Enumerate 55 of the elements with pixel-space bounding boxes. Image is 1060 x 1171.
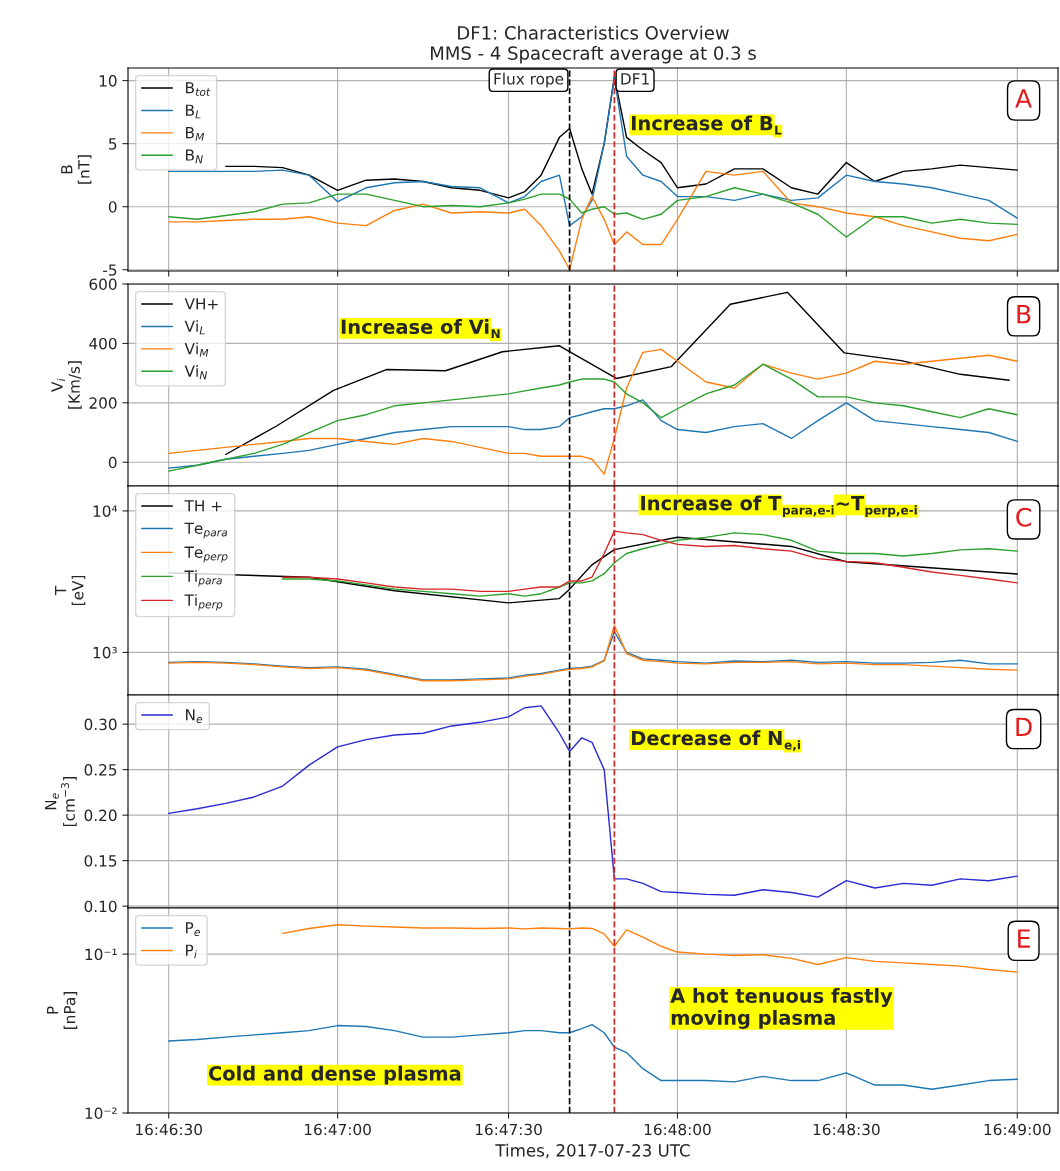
legend-label: Te$_{perp}$ — [184, 546, 228, 563]
legend-label: Ti$_{para}$ — [184, 570, 222, 587]
y-tick-label: 10⁻² — [85, 1107, 117, 1120]
legend-label: Vi$_{L}$ — [184, 320, 205, 335]
y-axis-title: P [nPa] — [46, 992, 78, 1029]
y-tick-label: -5 — [103, 264, 117, 276]
y-tick-label: 0.30 — [84, 718, 117, 731]
y-tick-label: 10⁻¹ — [85, 948, 117, 961]
annotation: A hot tenuous fastly moving plasma — [670, 988, 893, 1029]
x-tick-label: 16:47:30 — [475, 1123, 542, 1136]
y-tick-label: 600 — [89, 278, 117, 291]
legend-label: B$_{M}$ — [186, 127, 205, 141]
legend-label: B$_{tot}$ — [186, 82, 211, 96]
x-tick-label: 16:48:30 — [813, 1123, 880, 1136]
legend-label: Te$_{para}$ — [184, 522, 227, 539]
ref-line-label: DF1 — [621, 73, 649, 85]
y-axis-title: T [eV] — [55, 575, 86, 606]
annotation: B — [1017, 304, 1031, 324]
y-axis-title: B [nT] — [61, 155, 92, 184]
y-tick-label: 200 — [89, 397, 117, 409]
legend-label: VH+ — [184, 298, 218, 310]
y-axis-title: V$_{i}$ [Km/s] — [51, 361, 82, 409]
legend-label: N$_{e}$ — [186, 709, 203, 723]
y-tick-label: 0 — [108, 201, 117, 213]
legend-label: Vi$_{N}$ — [184, 365, 208, 380]
x-tick-label: 16:47:00 — [304, 1123, 371, 1136]
annotation: Cold and dense plasma — [208, 1065, 461, 1085]
y-tick-label: 10 — [99, 75, 117, 87]
y-axis-title: N$_{e}$ [cm$^{−3}$] — [45, 777, 77, 827]
y-tick-label: 10⁴ — [93, 505, 118, 517]
chart-title: DF1: Characteristics Overview MMS - 4 Spacecraft average at 0.3 s — [431, 25, 756, 64]
legend-label: B$_{L}$ — [186, 104, 201, 119]
y-tick-label: 0.15 — [84, 855, 117, 867]
x-tick-label: 16:49:00 — [984, 1123, 1051, 1136]
legend-label: Vi$_{M}$ — [184, 342, 209, 357]
legend-label: P$_{e}$ — [186, 922, 200, 936]
legend-label: B$_{N}$ — [186, 149, 203, 164]
y-tick-label: 10³ — [93, 646, 117, 659]
y-tick-label: 0.10 — [84, 900, 117, 913]
legend-label: TH + — [184, 500, 222, 512]
y-tick-label: 400 — [89, 337, 117, 350]
ref-line-label: Flux rope — [494, 72, 564, 88]
y-tick-label: 0 — [108, 456, 117, 469]
y-tick-label: 5 — [109, 138, 117, 150]
annotation: C — [1016, 507, 1031, 527]
annotation: E — [1018, 929, 1030, 948]
y-tick-label: 0.25 — [84, 764, 117, 776]
x-tick-label: 16:46:30 — [136, 1123, 202, 1136]
legend-label: Ti$_{perp}$ — [184, 594, 223, 611]
annotation: D — [1016, 717, 1032, 736]
x-axis-title: Times, 2017-07-23 UTC — [495, 1143, 690, 1159]
annotation: A — [1015, 89, 1032, 108]
y-tick-label: 0.20 — [84, 809, 117, 822]
x-tick-label: 16:48:00 — [644, 1123, 711, 1136]
legend-label: P$_{i}$ — [186, 944, 197, 959]
